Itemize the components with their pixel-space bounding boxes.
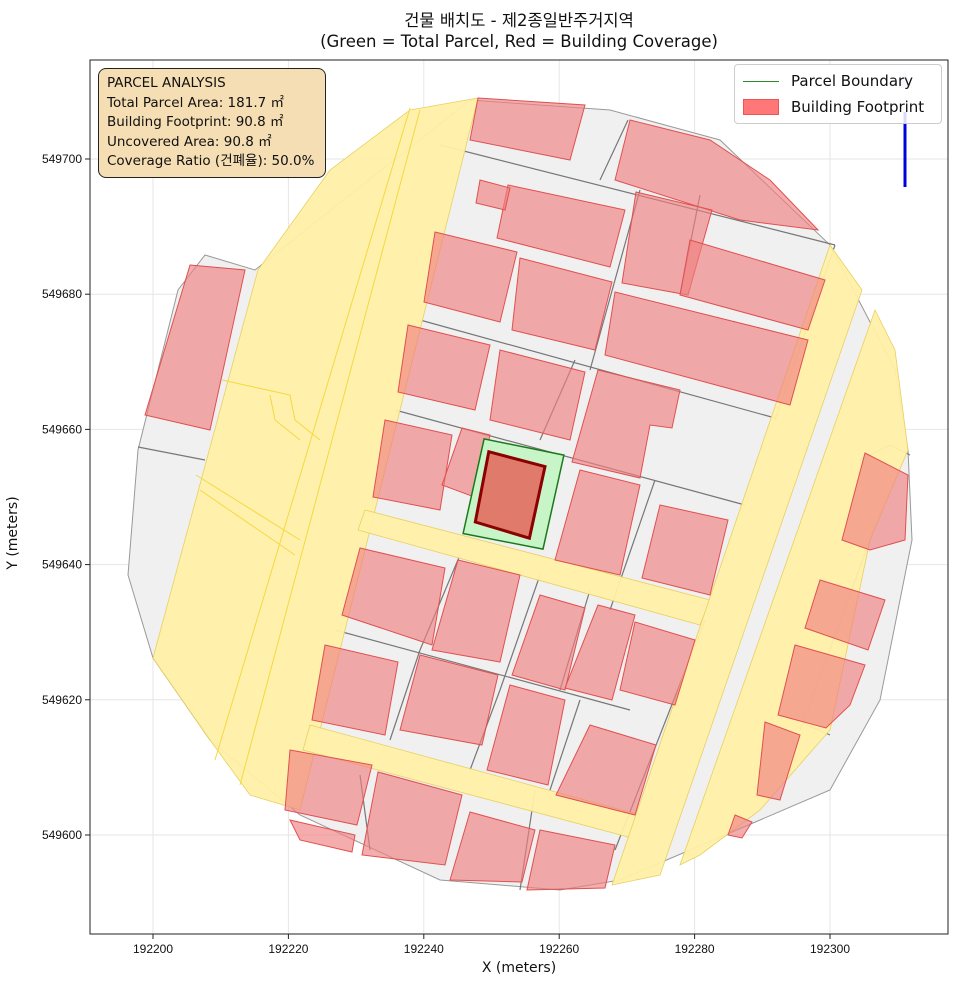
info-uncovered: Uncovered Area: 90.8 ㎡ xyxy=(107,133,272,150)
y-tick-label: 549700 xyxy=(42,152,82,166)
y-tick-label: 549600 xyxy=(42,828,82,842)
legend-item-building: Building Footprint xyxy=(743,96,924,118)
subject-building-footprint xyxy=(473,449,547,541)
info-total-area: Total Parcel Area: 181.7 ㎡ xyxy=(107,94,284,111)
x-tick-label: 192300 xyxy=(810,942,850,956)
neighbor-buildings xyxy=(144,97,909,891)
x-tick-label: 192240 xyxy=(404,942,444,956)
y-tick-label: 549680 xyxy=(42,287,82,301)
map-layer xyxy=(127,70,913,891)
info-coverage: Coverage Ratio (건폐율): 50.0% xyxy=(107,153,315,169)
parcel-analysis-box: PARCEL ANALYSIS Total Parcel Area: 181.7… xyxy=(98,68,326,178)
chart-title-line1: 건물 배치도 - 제2종일반주거지역 xyxy=(404,11,634,30)
x-tick-label: 192280 xyxy=(675,942,715,956)
y-axis-label: Y (meters) xyxy=(5,496,21,570)
legend-item-parcel: Parcel Boundary xyxy=(743,70,913,92)
info-footprint: Building Footprint: 90.8 ㎡ xyxy=(107,114,284,130)
chart-title-line2: (Green = Total Parcel, Red = Building Co… xyxy=(320,32,718,51)
legend-line-icon xyxy=(743,80,779,82)
x-tick-label: 192200 xyxy=(133,942,173,956)
y-tick-label: 549620 xyxy=(42,693,82,707)
axes-frame xyxy=(89,59,949,935)
legend-label-parcel: Parcel Boundary xyxy=(791,72,914,90)
y-tick-label: 549640 xyxy=(42,558,82,572)
road-centerlines xyxy=(195,107,421,786)
info-heading: PARCEL ANALYSIS xyxy=(107,75,226,91)
legend-label-building: Building Footprint xyxy=(791,98,925,116)
y-tick-label: 549660 xyxy=(42,422,82,436)
y-axis-ticks: 549600 549620 549640 549660 549680 549700 xyxy=(42,152,90,842)
legend-patch-icon xyxy=(743,99,779,115)
roads xyxy=(152,97,909,886)
x-tick-label: 192260 xyxy=(539,942,579,956)
x-axis-label: X (meters) xyxy=(481,960,557,976)
x-tick-label: 192220 xyxy=(268,942,308,956)
legend: Parcel Boundary Building Footprint xyxy=(734,64,942,124)
subject-site xyxy=(462,438,565,550)
x-axis-ticks: 192200 192220 192240 192260 192280 192300 xyxy=(133,934,850,956)
